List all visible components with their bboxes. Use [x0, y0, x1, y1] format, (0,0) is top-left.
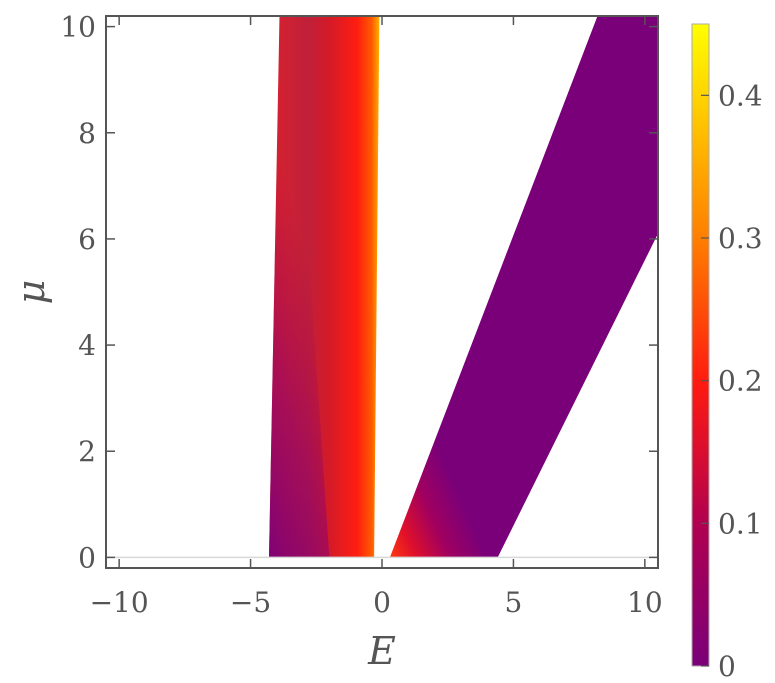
x-tick-label: −10 [90, 586, 149, 619]
right-band-region [389, 16, 658, 558]
y-tick-label: 0 [78, 541, 96, 574]
x-tick-label: 0 [373, 586, 391, 619]
x-tick-label: 5 [505, 586, 523, 619]
x-tick-label: −5 [230, 586, 271, 619]
colorbar-tick-label: 0.2 [718, 365, 763, 398]
x-axis-ticks: −10 −5 0 5 10 [90, 16, 663, 619]
left-band-low-value-zone [269, 16, 330, 558]
y-axis-title: μ [9, 280, 53, 305]
heatmap-regions [106, 16, 658, 559]
colorbar-tick-label: 0.1 [718, 507, 763, 540]
colorbar-tick-label: 0.3 [718, 222, 763, 255]
y-tick-label: 8 [78, 117, 96, 150]
y-tick-label: 4 [78, 329, 96, 362]
colorbar [691, 23, 710, 667]
colorbar-ticks: 0 0.1 0.2 0.3 0.4 [701, 79, 763, 683]
y-tick-label: 2 [78, 435, 96, 468]
x-axis-title: E [367, 629, 396, 673]
colorbar-tick-label: 0 [718, 650, 736, 683]
y-axis-ticks: 0 2 4 6 8 10 [60, 11, 658, 574]
x-tick-label: 10 [627, 586, 663, 619]
y-tick-label: 6 [78, 223, 96, 256]
colorbar-tick-label: 0.4 [718, 79, 763, 112]
y-tick-label: 10 [60, 11, 96, 44]
